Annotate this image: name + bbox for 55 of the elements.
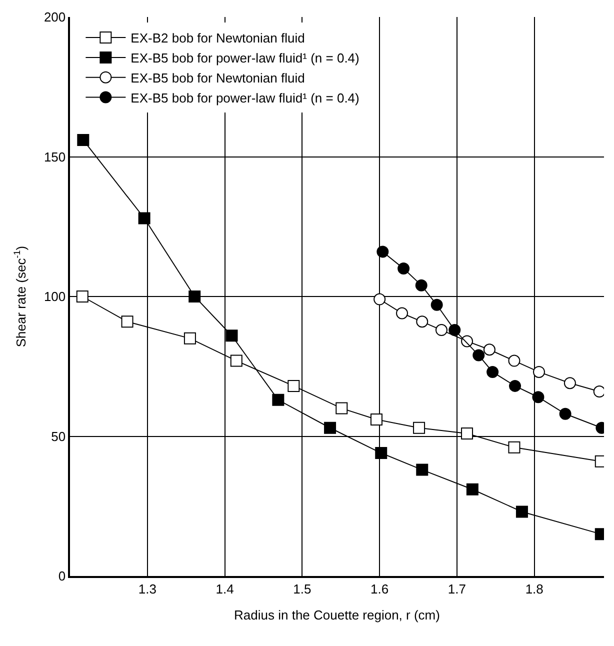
legend-label: EX-B5 bob for power-law fluid¹ (n = 0.4) bbox=[130, 90, 360, 106]
point bbox=[430, 298, 443, 311]
point bbox=[532, 366, 545, 378]
point bbox=[564, 377, 576, 390]
y-tick-label: 0 bbox=[58, 568, 66, 584]
point bbox=[138, 212, 150, 224]
y-tick-label: 100 bbox=[44, 289, 66, 304]
point bbox=[396, 307, 408, 320]
x-tick-label: 1.4 bbox=[216, 581, 234, 596]
x-tick-label: 1.3 bbox=[138, 581, 156, 596]
point bbox=[532, 391, 544, 404]
point bbox=[230, 354, 242, 367]
legend-label: EX-B2 bob for Newtonian fluid bbox=[130, 30, 305, 46]
point bbox=[509, 380, 521, 392]
point bbox=[375, 447, 388, 460]
point bbox=[416, 464, 428, 476]
point bbox=[435, 324, 448, 336]
point bbox=[516, 506, 528, 518]
legend-label: EX-B5 bob for power-law fluid¹ (n = 0.4) bbox=[130, 50, 360, 66]
y-tick-label: 50 bbox=[51, 428, 66, 444]
point bbox=[76, 290, 88, 302]
x-tick-label: 1.5 bbox=[293, 581, 312, 596]
point bbox=[288, 380, 300, 392]
point bbox=[272, 394, 284, 406]
point bbox=[226, 330, 238, 342]
x-axis-title: Radius in the Couette region, r (cm) bbox=[234, 607, 440, 622]
point bbox=[184, 332, 196, 344]
point bbox=[508, 441, 520, 454]
point bbox=[188, 290, 201, 302]
point bbox=[121, 316, 134, 328]
x-tick-label: 1.8 bbox=[525, 581, 544, 596]
point bbox=[483, 344, 496, 356]
point bbox=[472, 349, 485, 362]
point bbox=[324, 422, 336, 434]
point bbox=[559, 408, 572, 420]
point bbox=[336, 402, 348, 414]
legend-label: EX-B5 bob for Newtonian fluid bbox=[130, 70, 305, 86]
point bbox=[486, 366, 499, 378]
point bbox=[398, 262, 410, 275]
point bbox=[461, 427, 474, 440]
point bbox=[413, 422, 426, 434]
point bbox=[370, 413, 382, 426]
x-tick-label: 1.7 bbox=[448, 581, 466, 596]
y-tick-label: 150 bbox=[44, 149, 66, 164]
point bbox=[508, 354, 520, 367]
point bbox=[376, 246, 389, 258]
y-tick-label: 200 bbox=[44, 10, 66, 25]
point bbox=[415, 279, 428, 292]
point bbox=[448, 324, 461, 336]
point bbox=[416, 316, 428, 328]
point bbox=[593, 386, 604, 398]
point bbox=[466, 483, 478, 496]
point bbox=[374, 293, 386, 306]
x-tick-label: 1.6 bbox=[370, 581, 389, 596]
point bbox=[77, 134, 90, 146]
